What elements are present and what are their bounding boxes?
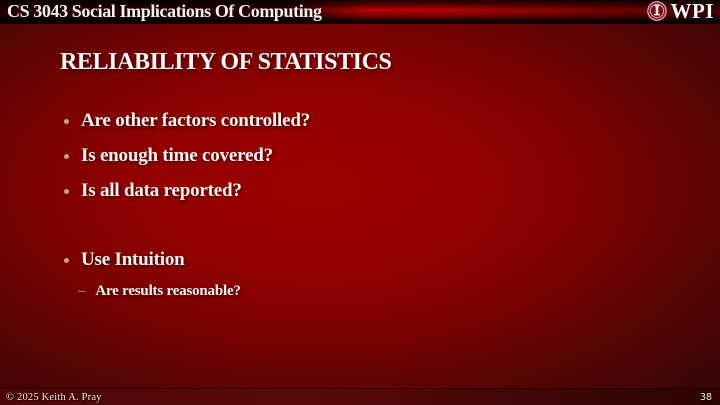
wpi-logo-text: WPI bbox=[670, 0, 714, 23]
sub-bullet-item: – Are results reasonable? bbox=[64, 277, 241, 305]
bullet-item: Use Intuition bbox=[64, 242, 241, 277]
sub-bullet-text: Are results reasonable? bbox=[95, 282, 241, 299]
copyright-text: © 2025 Keith A. Pray bbox=[6, 391, 102, 403]
bullet-text: Is enough time covered? bbox=[81, 144, 273, 166]
bullet-dot-icon bbox=[64, 257, 69, 263]
page-number: 38 bbox=[699, 391, 712, 403]
header-bar: CS 3043 Social Implications Of Computing… bbox=[0, 0, 720, 24]
wpi-logo: WPI bbox=[646, 0, 715, 24]
bullet-text: Use Intuition bbox=[81, 248, 185, 270]
bullet-item: Is all data reported? bbox=[64, 173, 310, 208]
bullet-item: Are other factors controlled? bbox=[64, 103, 310, 138]
slide-title: RELIABILITY OF STATISTICS bbox=[60, 49, 392, 75]
footer-bar: © 2025 Keith A. Pray 38 bbox=[0, 388, 720, 405]
wpi-seal-icon bbox=[646, 0, 667, 22]
bullet-item: Is enough time covered? bbox=[64, 138, 310, 173]
bullet-text: Is all data reported? bbox=[81, 179, 242, 201]
bullet-dot-icon bbox=[64, 118, 69, 124]
bullet-dot-icon bbox=[64, 153, 69, 159]
bullet-list-intuition: Use Intuition – Are results reasonable? bbox=[64, 242, 241, 305]
bullet-dot-icon bbox=[64, 188, 69, 194]
course-title: CS 3043 Social Implications Of Computing bbox=[7, 0, 322, 21]
sub-bullet-dash-icon: – bbox=[78, 282, 86, 299]
bullet-list-main: Are other factors controlled? Is enough … bbox=[64, 103, 310, 208]
bullet-text: Are other factors controlled? bbox=[81, 109, 311, 131]
